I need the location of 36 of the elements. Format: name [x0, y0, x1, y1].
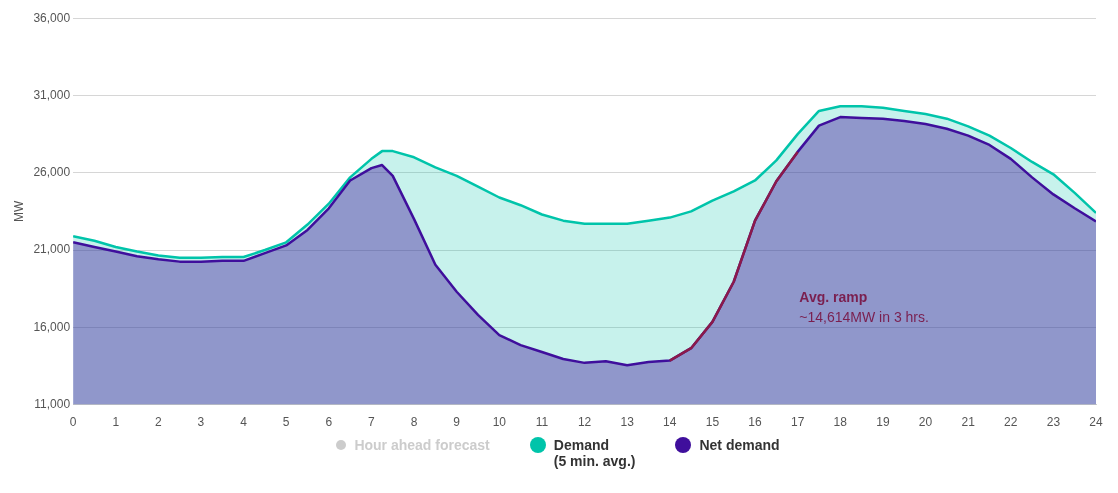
x-tick-label: 11 — [535, 415, 549, 430]
legend-label: Demand (5 min. avg.) — [553, 437, 636, 469]
x-tick-label: 0 — [69, 415, 77, 430]
x-tick-label: 5 — [282, 415, 290, 430]
x-tick-label: 2 — [155, 415, 162, 430]
x-tick-label: 16 — [748, 415, 763, 430]
x-tick-label: 21 — [961, 415, 976, 430]
x-tick-label: 18 — [833, 415, 848, 430]
x-tick-label: 22 — [1004, 415, 1018, 430]
x-tick-label: 12 — [577, 415, 592, 430]
annotation: Avg. ramp — [799, 289, 868, 306]
x-tick-label: 9 — [453, 415, 461, 430]
x-tick-label: 6 — [325, 415, 333, 430]
x-tick-label: 20 — [918, 415, 933, 430]
legend-label: Net demand — [699, 437, 780, 453]
x-tick-label: 17 — [790, 415, 805, 430]
y-tick-label: 16,000 — [33, 319, 71, 334]
y-tick-label: 21,000 — [33, 242, 71, 257]
x-tick-label: 14 — [663, 415, 677, 430]
x-tick-label: 8 — [410, 415, 418, 430]
y-tick-label: 31,000 — [33, 87, 71, 102]
x-tick-label: 4 — [240, 415, 248, 430]
x-tick-label: 1 — [112, 415, 120, 430]
x-tick-label: 3 — [197, 415, 205, 430]
y-tick-label: 26,000 — [33, 165, 71, 180]
x-tick-label: 24 — [1089, 415, 1103, 430]
x-tick-label: 13 — [620, 415, 635, 430]
y-axis-title: MW — [11, 200, 26, 223]
x-tick-label: 19 — [876, 415, 890, 430]
y-tick-label: 36,000 — [33, 10, 71, 25]
annotation: ~14,614MW in 3 hrs. — [799, 309, 929, 326]
x-tick-label: 15 — [705, 415, 720, 430]
x-tick-label: 23 — [1046, 415, 1061, 430]
x-tick-label: 10 — [492, 415, 507, 430]
x-tick-label: 7 — [368, 415, 376, 430]
y-tick-label: 11,000 — [34, 396, 71, 411]
